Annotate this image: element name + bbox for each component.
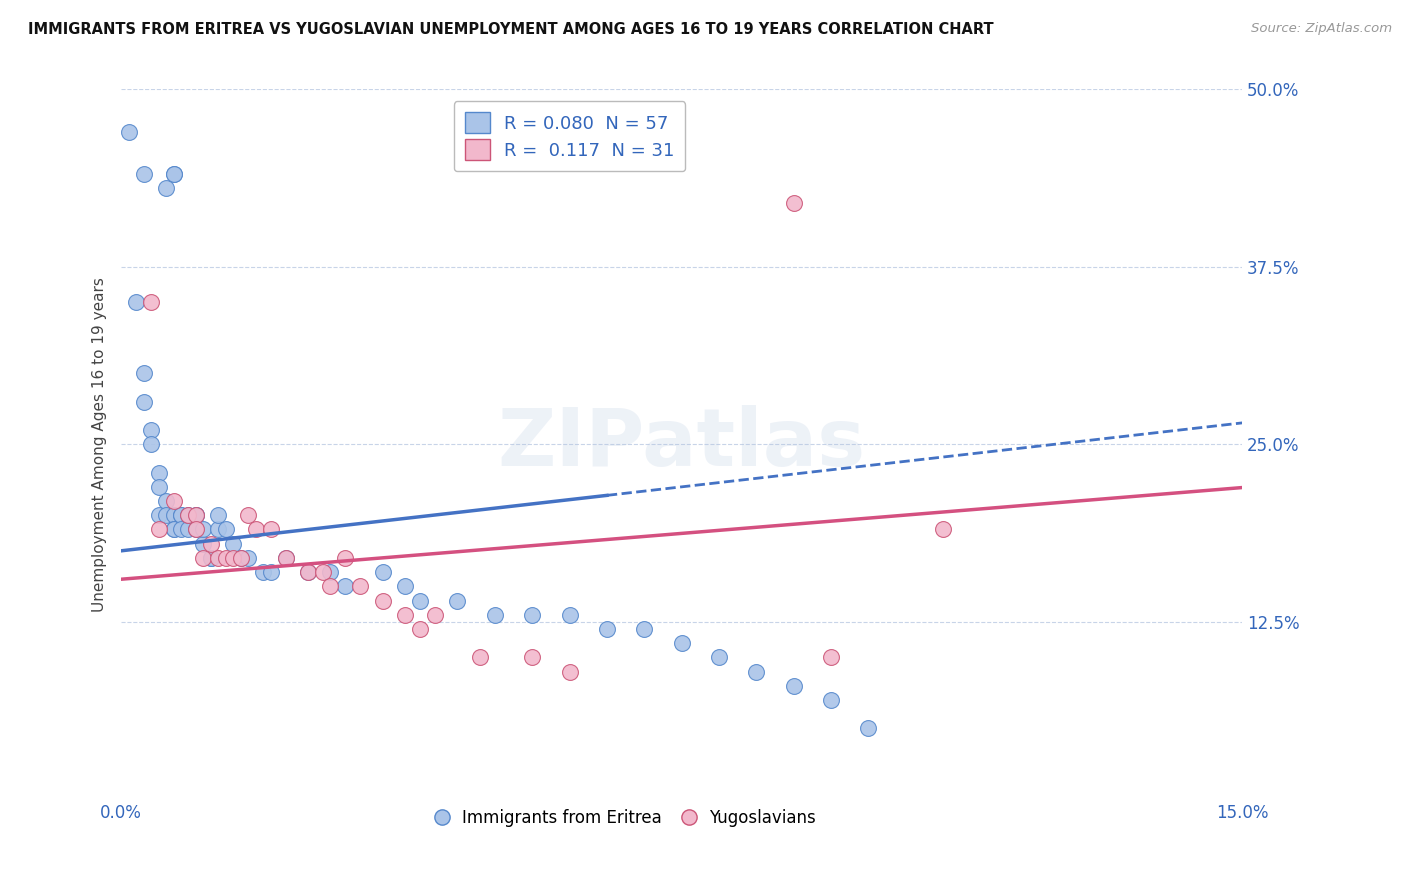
Point — [423, 607, 446, 622]
Point — [155, 494, 177, 508]
Point — [184, 523, 207, 537]
Point — [132, 366, 155, 380]
Point — [745, 665, 768, 679]
Point — [335, 550, 357, 565]
Point — [260, 565, 283, 579]
Point — [162, 523, 184, 537]
Point — [139, 295, 162, 310]
Point — [170, 508, 193, 523]
Point — [184, 523, 207, 537]
Point — [858, 722, 880, 736]
Point — [932, 523, 955, 537]
Point — [820, 650, 842, 665]
Point — [222, 550, 245, 565]
Point — [297, 565, 319, 579]
Point — [783, 679, 806, 693]
Point — [193, 550, 215, 565]
Point — [484, 607, 506, 622]
Point — [184, 508, 207, 523]
Point — [170, 508, 193, 523]
Point — [394, 607, 416, 622]
Point — [522, 650, 544, 665]
Point — [139, 423, 162, 437]
Point — [229, 550, 252, 565]
Point — [177, 508, 200, 523]
Point — [162, 508, 184, 523]
Point — [207, 550, 229, 565]
Point — [371, 565, 394, 579]
Point — [215, 523, 238, 537]
Point — [274, 550, 297, 565]
Point — [162, 167, 184, 181]
Point — [148, 523, 170, 537]
Point — [319, 579, 342, 593]
Point — [349, 579, 371, 593]
Point — [200, 550, 222, 565]
Y-axis label: Unemployment Among Ages 16 to 19 years: Unemployment Among Ages 16 to 19 years — [93, 277, 107, 612]
Point — [132, 167, 155, 181]
Point — [274, 550, 297, 565]
Point — [207, 508, 229, 523]
Point — [193, 537, 215, 551]
Point — [409, 593, 432, 607]
Point — [200, 537, 222, 551]
Point — [162, 494, 184, 508]
Point — [297, 565, 319, 579]
Point — [238, 508, 260, 523]
Point — [193, 523, 215, 537]
Point — [162, 167, 184, 181]
Point — [409, 622, 432, 636]
Point — [238, 550, 260, 565]
Point — [468, 650, 491, 665]
Point — [783, 195, 806, 210]
Point — [125, 295, 148, 310]
Point — [260, 523, 283, 537]
Point — [200, 550, 222, 565]
Point — [245, 523, 267, 537]
Point — [252, 565, 274, 579]
Point — [132, 394, 155, 409]
Text: ZIPatlas: ZIPatlas — [498, 405, 866, 483]
Point — [184, 508, 207, 523]
Text: IMMIGRANTS FROM ERITREA VS YUGOSLAVIAN UNEMPLOYMENT AMONG AGES 16 TO 19 YEARS CO: IMMIGRANTS FROM ERITREA VS YUGOSLAVIAN U… — [28, 22, 994, 37]
Point — [155, 508, 177, 523]
Point — [148, 466, 170, 480]
Text: Source: ZipAtlas.com: Source: ZipAtlas.com — [1251, 22, 1392, 36]
Point — [184, 508, 207, 523]
Point — [148, 508, 170, 523]
Point — [177, 508, 200, 523]
Point — [162, 523, 184, 537]
Point — [522, 607, 544, 622]
Point — [707, 650, 730, 665]
Point — [446, 593, 468, 607]
Point — [633, 622, 655, 636]
Point — [170, 523, 193, 537]
Point — [394, 579, 416, 593]
Point — [118, 124, 141, 138]
Point — [148, 480, 170, 494]
Legend: Immigrants from Eritrea, Yugoslavians: Immigrants from Eritrea, Yugoslavians — [429, 803, 823, 834]
Point — [215, 550, 238, 565]
Point — [319, 565, 342, 579]
Point — [207, 523, 229, 537]
Point — [222, 537, 245, 551]
Point — [820, 693, 842, 707]
Point — [335, 579, 357, 593]
Point — [558, 607, 581, 622]
Point — [371, 593, 394, 607]
Point — [671, 636, 693, 650]
Point — [155, 181, 177, 195]
Point — [558, 665, 581, 679]
Point — [139, 437, 162, 451]
Point — [177, 523, 200, 537]
Point — [596, 622, 619, 636]
Point — [229, 550, 252, 565]
Point — [312, 565, 335, 579]
